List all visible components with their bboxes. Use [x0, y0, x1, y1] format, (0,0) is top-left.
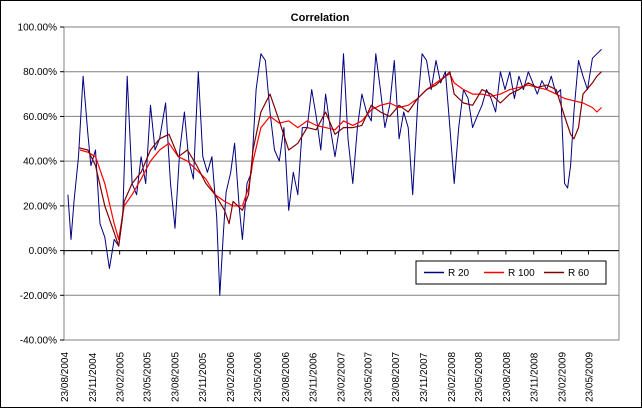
x-tick-label: 23/11/2006 — [309, 352, 320, 402]
x-tick-label: 23/05/2008 — [474, 352, 485, 402]
x-tick-label: 23/02/2005 — [116, 352, 127, 402]
x-tick-label: 23/08/2008 — [502, 352, 513, 402]
x-tick-label: 23/05/2005 — [143, 352, 154, 402]
x-tick-label: 23/11/2007 — [419, 352, 430, 402]
x-tick-label: 23/02/2009 — [558, 352, 569, 402]
legend-box — [415, 260, 607, 285]
legend-label: R 20 — [448, 268, 470, 279]
y-tick-label: 0.00% — [29, 246, 57, 257]
x-axis-tick-labels: 23/08/2004 23/11/2004 23/02/2005 23/05/2005… — [60, 250, 595, 402]
plot-area — [63, 26, 620, 341]
series-line-r-60 — [78, 71, 602, 247]
y-tick-label: 60.00% — [23, 112, 57, 123]
x-tick-label: 23/05/2006 — [253, 352, 264, 402]
x-tick-label: 23/11/2005 — [198, 352, 209, 402]
x-tick-label: 23/11/2008 — [530, 352, 541, 402]
x-tick-label: 23/08/2005 — [170, 352, 181, 402]
legend-label: R 60 — [568, 268, 590, 279]
legend-label: R 100 — [508, 268, 535, 279]
series-line-r-20 — [67, 49, 602, 296]
x-tick-label: 23/08/2004 — [60, 352, 71, 402]
y-tick-label: 100.00% — [18, 23, 58, 34]
y-tick-label: 20.00% — [23, 201, 57, 212]
x-tick-label: 23/02/2007 — [336, 352, 347, 402]
series-line-r-100 — [79, 73, 602, 240]
x-tick-label: 23/05/2009 — [584, 352, 595, 402]
x-tick-label: 23/02/2008 — [447, 352, 458, 402]
x-tick-label: 23/05/2007 — [363, 352, 374, 402]
x-tick-label: 23/08/2007 — [391, 352, 402, 402]
x-tick-label: 23/08/2006 — [281, 352, 292, 402]
y-tick-label: 80.00% — [23, 67, 57, 78]
y-axis-tick-labels: 100.00% 80.00% 60.00% 40.00% 20.00% 0.00% -20.… — [18, 23, 64, 347]
series-lines — [67, 49, 602, 296]
legend: R 20 R 100 R 60 — [415, 260, 607, 285]
chart-title: Correlation — [291, 12, 350, 24]
x-tick-label: 23/11/2004 — [88, 352, 99, 402]
y-tick-label: -40.00% — [20, 336, 57, 347]
y-tick-label: -20.00% — [20, 291, 57, 302]
y-tick-label: 40.00% — [23, 157, 57, 168]
x-tick-label: 23/02/2006 — [226, 352, 237, 402]
